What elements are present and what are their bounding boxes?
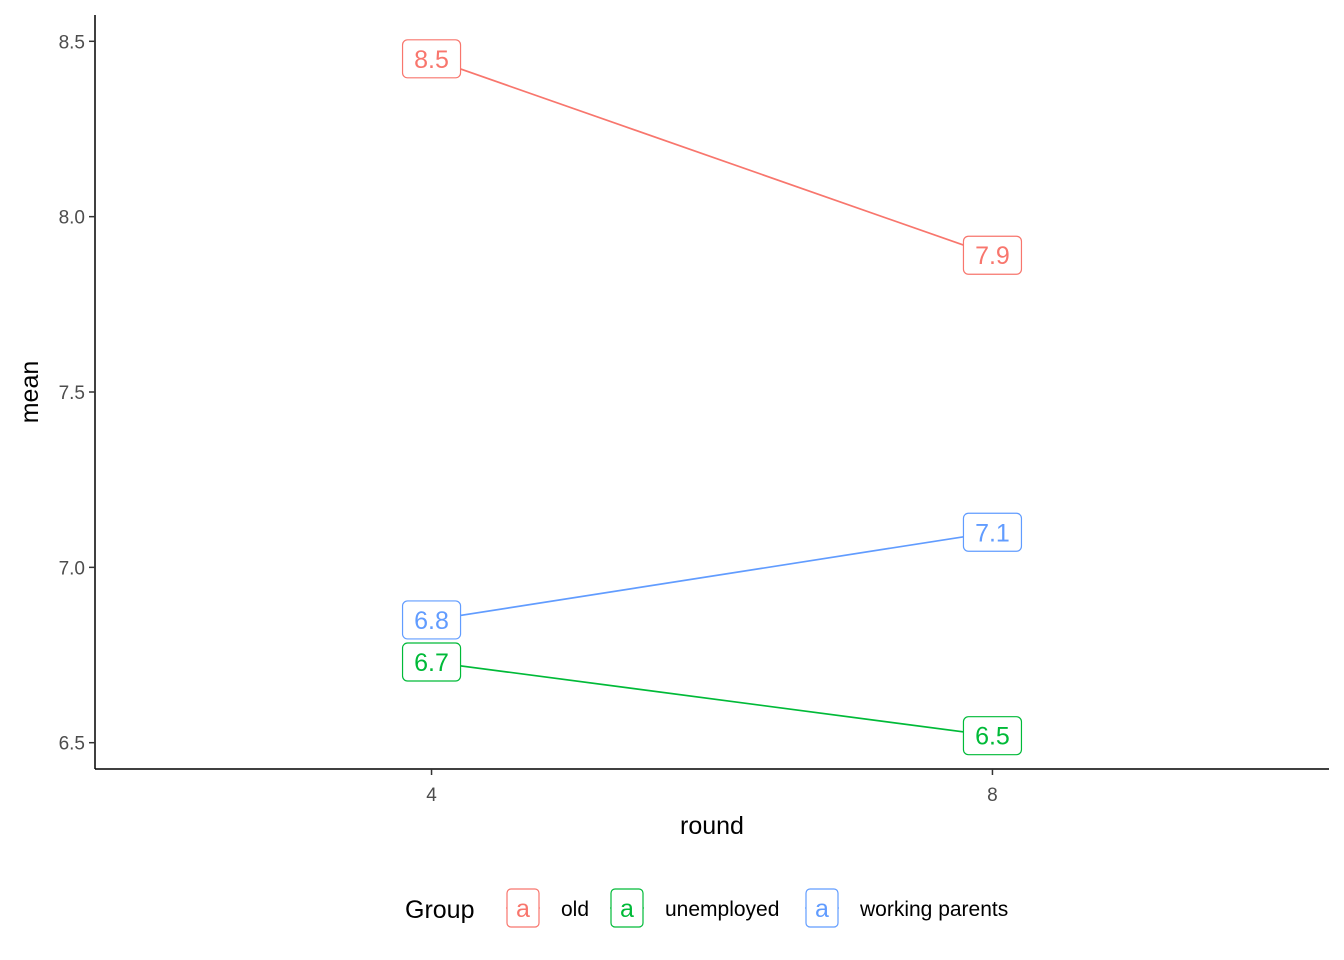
- series-line-old: [431, 58, 993, 257]
- legend-items: a old a unemployed a working parents: [506, 888, 1008, 928]
- legend-key-glyph: a: [620, 895, 634, 923]
- x-tick-label: 8: [987, 785, 998, 806]
- legend-key: a: [506, 888, 540, 928]
- legend-key-box: [506, 888, 540, 928]
- data-label: 6.7: [401, 642, 462, 682]
- x-axis-title: round: [680, 812, 744, 840]
- legend-key: a: [805, 888, 839, 928]
- data-label: 7.9: [962, 235, 1023, 275]
- y-axis-title: mean: [16, 361, 44, 424]
- data-label: 6.8: [401, 600, 462, 640]
- y-tick-label: 8.0: [59, 208, 85, 229]
- data-label-box: [401, 39, 462, 79]
- legend-key: a: [610, 888, 644, 928]
- legend-title: Group: [405, 896, 474, 924]
- data-label-box: [401, 600, 462, 640]
- legend-key-glyph: a: [516, 895, 530, 923]
- legend-key-glyph: a: [815, 895, 829, 923]
- data-label-text: 7.9: [975, 242, 1010, 270]
- data-label-text: 6.5: [975, 723, 1010, 751]
- legend-item-label: working parents: [859, 898, 1008, 921]
- data-label-box: [962, 235, 1023, 275]
- legend: Group a old a unemployed a working parents: [405, 888, 1008, 928]
- legend-key-box: [805, 888, 839, 928]
- legend-item: a working parents: [805, 888, 1008, 928]
- y-tick-label: 7.5: [59, 383, 85, 404]
- y-tick-label: 7.0: [59, 558, 85, 579]
- y-tick-label: 8.5: [59, 32, 85, 53]
- legend-item-label: old: [561, 898, 589, 921]
- data-label-text: 8.5: [414, 46, 449, 74]
- data-label-box: [401, 642, 462, 682]
- legend-item: a old: [506, 888, 589, 928]
- legend-key-box: [610, 888, 644, 928]
- plot-area: 8.5 7.9 6.7 6.5 6.8 7.1: [401, 39, 1023, 756]
- legend-item-label: unemployed: [665, 898, 779, 921]
- y-ticks: 6.5 7.0 7.5 8.0 8.5: [59, 32, 95, 755]
- data-label: 7.1: [962, 512, 1023, 552]
- series-line-unemployed: [431, 661, 993, 737]
- series-line-working-parents: [431, 531, 993, 621]
- y-tick-label: 6.5: [59, 734, 85, 755]
- data-label: 8.5: [401, 39, 462, 79]
- data-label: 6.5: [962, 716, 1023, 756]
- data-label-box: [962, 716, 1023, 756]
- data-label-text: 6.8: [414, 607, 449, 635]
- data-label-text: 7.1: [975, 519, 1010, 547]
- data-label-box: [962, 512, 1023, 552]
- legend-item: a unemployed: [610, 888, 779, 928]
- x-tick-label: 4: [426, 785, 437, 806]
- data-label-text: 6.7: [414, 649, 449, 677]
